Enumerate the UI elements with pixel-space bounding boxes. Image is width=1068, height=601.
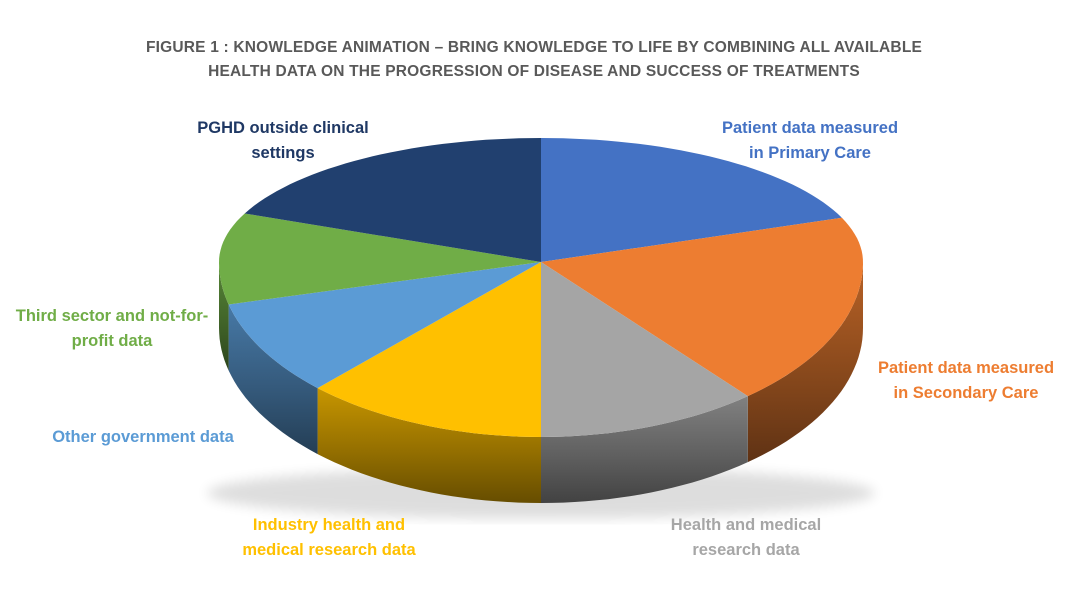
slice-label-pghd: PGHD outside clinical settings	[197, 119, 369, 162]
pie-slice-secondary-care	[541, 217, 863, 397]
pie-slice-side-industry-research	[317, 388, 541, 503]
figure-title-line1: FIGURE 1 : KNOWLEDGE ANIMATION – BRING K…	[145, 39, 923, 56]
pie-slice-side-secondary-care	[747, 262, 863, 463]
slice-label-secondary-care: Patient data measured in Secondary Care	[877, 359, 1055, 402]
slice-label-primary-care: Patient data measured in Primary Care	[721, 119, 899, 162]
figure-title: FIGURE 1 : KNOWLEDGE ANIMATION – BRING K…	[0, 36, 1068, 84]
pie-slice-health-medical-research	[541, 262, 748, 437]
slice-label-industry-research: Industry health and medical research dat…	[242, 516, 416, 559]
slice-label-third-sector: Third sector and not-for- profit data	[15, 307, 209, 350]
slice-label-health-medical-research: Health and medical research data	[670, 516, 822, 559]
pie-slice-other-government	[228, 262, 541, 389]
pie-slice-third-sector	[219, 213, 541, 305]
pie-slice-side-other-government	[228, 304, 318, 455]
pie-slice-primary-care	[541, 138, 842, 262]
pie-slice-side-health-medical-research	[541, 396, 748, 503]
pie-slice-side-third-sector	[219, 262, 229, 371]
slice-label-other-government: Other government data	[52, 428, 234, 446]
pie-slice-pghd	[244, 138, 541, 262]
pie-slice-industry-research	[317, 262, 541, 437]
figure-title-line2: HEALTH DATA ON THE PROGRESSION OF DISEAS…	[208, 63, 860, 80]
